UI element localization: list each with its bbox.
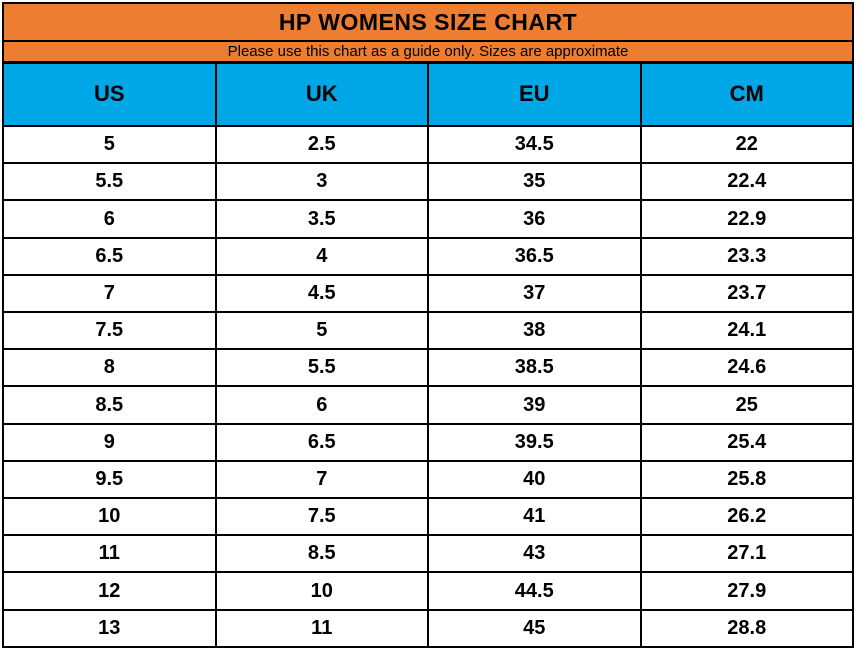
table-cell: 22.9	[639, 199, 854, 239]
table-cell: 39	[427, 385, 642, 425]
table-cell: 5	[214, 311, 429, 351]
column-header-row: US UK EU CM	[2, 61, 854, 127]
table-row: 7 4.5 37 23.7	[2, 273, 854, 314]
table-cell: 25.4	[639, 422, 854, 462]
table-cell: 6.5	[214, 422, 429, 462]
chart-subtitle: Please use this chart as a guide only. S…	[2, 40, 854, 64]
table-cell: 6	[2, 199, 217, 239]
table-cell: 23.3	[639, 236, 854, 276]
table-cell: 25.8	[639, 459, 854, 500]
table-row: 8 5.5 38.5 24.6	[2, 348, 854, 388]
table-cell: 13	[2, 608, 217, 649]
table-cell: 11	[2, 534, 217, 574]
table-cell: 27.9	[639, 571, 854, 611]
table-row: 11 8.5 43 27.1	[2, 534, 854, 574]
table-row: 5 2.5 34.5 22	[2, 124, 854, 165]
table-row: 7.5 5 38 24.1	[2, 311, 854, 351]
table-row: 6.5 4 36.5 23.3	[2, 236, 854, 276]
column-header-cm: CM	[639, 61, 854, 127]
table-cell: 26.2	[639, 497, 854, 537]
table-cell: 6.5	[2, 236, 217, 276]
table-cell: 41	[427, 497, 642, 537]
table-cell: 43	[427, 534, 642, 574]
table-cell: 4	[214, 236, 429, 276]
table-cell: 9.5	[2, 459, 217, 500]
table-cell: 11	[214, 608, 429, 649]
size-table-body: 5 2.5 34.5 22 5.5 3 35 22.4 6 3.5 36 22.9 6.5 4 36.5 23…	[2, 124, 854, 649]
table-row: 10 7.5 41 26.2	[2, 497, 854, 537]
table-cell: 8.5	[214, 534, 429, 574]
table-cell: 3	[214, 162, 429, 202]
table-row: 13 11 45 28.8	[2, 608, 854, 649]
table-cell: 45	[427, 608, 642, 649]
table-cell: 24.6	[639, 348, 854, 388]
table-cell: 5.5	[2, 162, 217, 202]
table-cell: 22	[639, 124, 854, 165]
table-cell: 4.5	[214, 273, 429, 314]
table-cell: 44.5	[427, 571, 642, 611]
table-cell: 37	[427, 273, 642, 314]
column-header-eu: EU	[427, 61, 642, 127]
table-cell: 35	[427, 162, 642, 202]
table-cell: 34.5	[427, 124, 642, 165]
table-cell: 10	[214, 571, 429, 611]
table-row: 9.5 7 40 25.8	[2, 459, 854, 500]
table-cell: 7.5	[2, 311, 217, 351]
table-cell: 12	[2, 571, 217, 611]
table-cell: 24.1	[639, 311, 854, 351]
table-cell: 6	[214, 385, 429, 425]
table-cell: 38.5	[427, 348, 642, 388]
table-cell: 23.7	[639, 273, 854, 314]
table-cell: 2.5	[214, 124, 429, 165]
table-cell: 7	[2, 273, 217, 314]
table-cell: 27.1	[639, 534, 854, 574]
table-cell: 10	[2, 497, 217, 537]
title-row: HP WOMENS SIZE CHART	[2, 2, 854, 42]
table-cell: 40	[427, 459, 642, 500]
table-cell: 22.4	[639, 162, 854, 202]
table-row: 6 3.5 36 22.9	[2, 199, 854, 239]
table-cell: 36	[427, 199, 642, 239]
table-cell: 3.5	[214, 199, 429, 239]
table-row: 9 6.5 39.5 25.4	[2, 422, 854, 462]
table-cell: 8	[2, 348, 217, 388]
column-header-uk: UK	[214, 61, 429, 127]
column-header-us: US	[2, 61, 217, 127]
table-cell: 5	[2, 124, 217, 165]
table-cell: 39.5	[427, 422, 642, 462]
chart-title: HP WOMENS SIZE CHART	[2, 2, 854, 42]
table-cell: 7.5	[214, 497, 429, 537]
table-cell: 25	[639, 385, 854, 425]
table-cell: 9	[2, 422, 217, 462]
table-cell: 5.5	[214, 348, 429, 388]
table-cell: 8.5	[2, 385, 217, 425]
table-cell: 36.5	[427, 236, 642, 276]
table-row: 5.5 3 35 22.4	[2, 162, 854, 202]
table-row: 12 10 44.5 27.9	[2, 571, 854, 611]
table-cell: 7	[214, 459, 429, 500]
subtitle-row: Please use this chart as a guide only. S…	[2, 40, 854, 64]
table-row: 8.5 6 39 25	[2, 385, 854, 425]
table-cell: 28.8	[639, 608, 854, 649]
size-chart-head: HP WOMENS SIZE CHART Please use this cha…	[2, 2, 854, 127]
table-cell: 38	[427, 311, 642, 351]
